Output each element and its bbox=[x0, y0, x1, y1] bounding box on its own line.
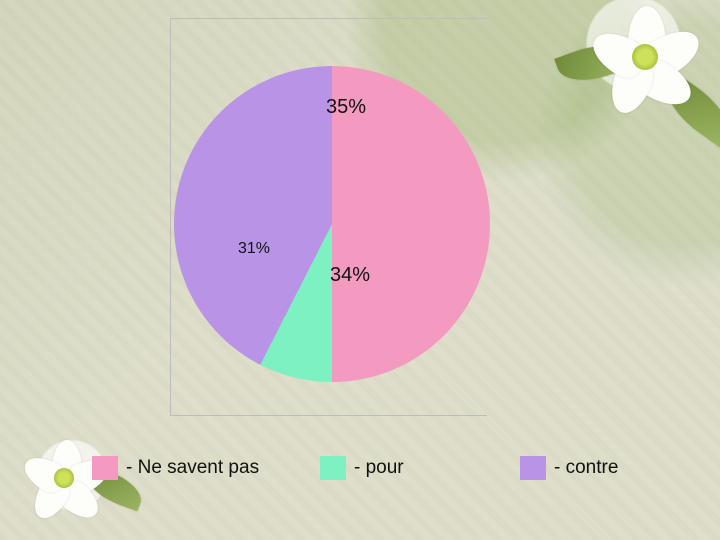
slice-label-31: 31% bbox=[238, 240, 270, 258]
legend-item-ne-savent-pas: - Ne savent pas bbox=[92, 456, 259, 480]
slice-label-34: 34% bbox=[330, 264, 370, 287]
legend-item-pour: - pour bbox=[320, 456, 404, 480]
swatch-contre bbox=[520, 456, 546, 480]
legend-label: - pour bbox=[354, 457, 404, 479]
slice-label-35: 35% bbox=[326, 96, 366, 119]
swatch-ne-savent-pas bbox=[92, 456, 118, 480]
legend-label: - contre bbox=[554, 457, 618, 479]
swatch-pour bbox=[320, 456, 346, 480]
legend-label: - Ne savent pas bbox=[126, 457, 259, 479]
legend-item-contre: - contre bbox=[520, 456, 618, 480]
